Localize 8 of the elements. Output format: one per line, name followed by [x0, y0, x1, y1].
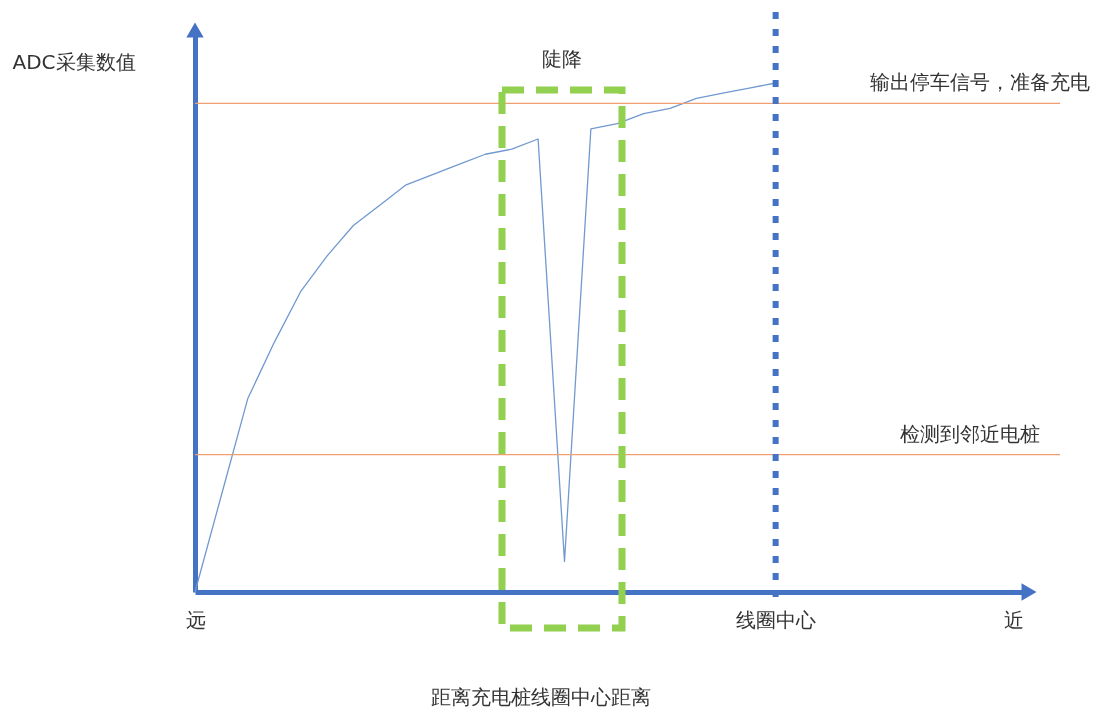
- x-tick-label: 近: [1003, 607, 1024, 632]
- y-axis-title: ADC采集数值: [12, 49, 136, 74]
- ref-line-label: 输出停车信号，准备充电: [870, 70, 1090, 95]
- x-tick-label: 远: [185, 607, 206, 632]
- x-tick-label: 线圈中心: [736, 607, 817, 632]
- ref-line-label: 检测到邻近电桩: [900, 421, 1040, 446]
- x-axis-title: 距离充电桩线圈中心距离: [430, 684, 651, 709]
- text: 陡降: [542, 47, 582, 71]
